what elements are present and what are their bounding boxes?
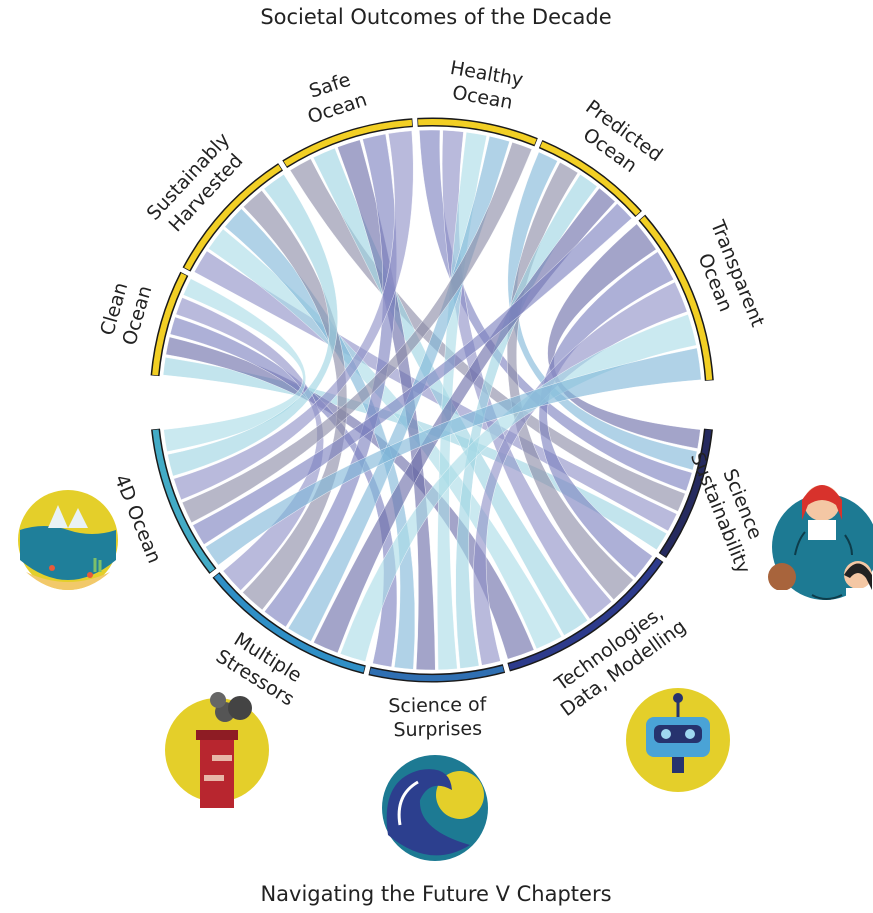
ribbon — [167, 174, 338, 477]
title: Societal Outcomes of the Decade — [260, 5, 611, 29]
footer: Navigating the Future V Chapters — [260, 882, 611, 906]
icon-multiple-stressors — [165, 692, 269, 808]
outcome-arc — [540, 141, 641, 216]
ribbon — [165, 336, 535, 660]
chapter-arc — [660, 429, 712, 557]
icon-sustainability-science — [768, 485, 873, 606]
chapter-arc — [214, 573, 365, 673]
chapter-label: 4D Ocean — [110, 471, 165, 566]
ribbon — [547, 223, 701, 449]
outcome-arc — [640, 216, 713, 381]
icon-4d-ocean — [18, 490, 118, 590]
chapter-arc — [508, 558, 662, 670]
ribbons — [162, 129, 702, 671]
ribbon — [242, 190, 348, 611]
ribbon — [192, 203, 632, 545]
outcome-arc — [283, 119, 413, 167]
chapter-arc — [369, 665, 505, 681]
outcome-arc — [184, 164, 282, 271]
chapter-label-line: 4D Ocean — [110, 471, 165, 566]
outcome-arc — [418, 119, 537, 145]
outcome-arc — [152, 273, 187, 376]
icon-technologies — [626, 688, 730, 792]
chapter-arc — [152, 429, 215, 573]
ribbon — [181, 141, 533, 523]
chapter-label-line: Surprises — [393, 718, 482, 742]
arcs — [150, 117, 714, 683]
ribbon — [173, 130, 414, 501]
chapter-label-line: Science of — [388, 694, 488, 718]
ribbon — [205, 347, 702, 566]
icon-science-of-surprises — [382, 755, 488, 861]
